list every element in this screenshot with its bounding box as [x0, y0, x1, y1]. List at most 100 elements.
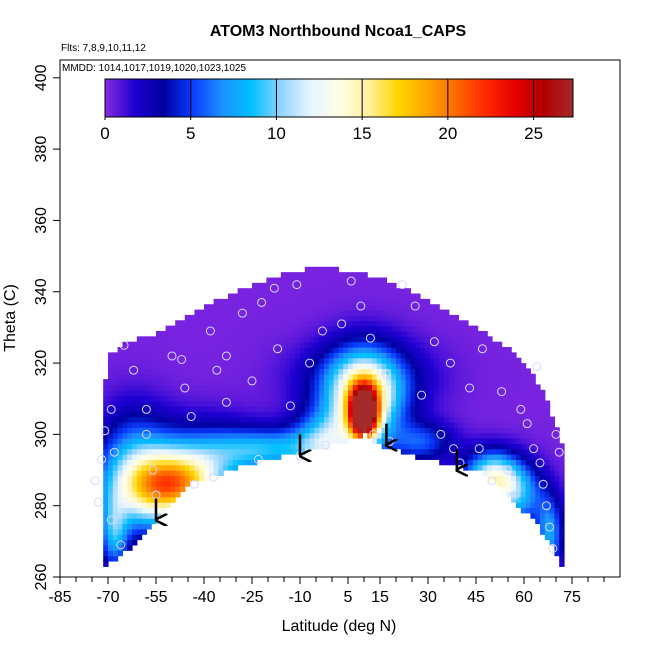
heatmap-cell — [314, 320, 320, 327]
heatmap-cell — [151, 336, 157, 343]
heatmap-cell — [482, 448, 488, 455]
heatmap-cell — [127, 464, 133, 471]
heatmap-cell — [477, 405, 483, 412]
heatmap-cell — [559, 502, 565, 509]
heatmap-cell — [453, 437, 459, 444]
heatmap-cell — [544, 518, 551, 525]
heatmap-cell — [103, 502, 109, 509]
heatmap-cell — [156, 384, 162, 391]
heatmap-cell — [343, 437, 349, 444]
sample-point — [237, 308, 247, 318]
heatmap-cell — [285, 389, 291, 396]
heatmap-cell — [213, 389, 219, 396]
heatmap-cell — [232, 309, 239, 316]
heatmap-cell — [146, 405, 152, 412]
heatmap-cell — [338, 357, 344, 364]
heatmap-cell — [314, 277, 320, 284]
heatmap-cell — [477, 395, 483, 402]
heatmap-cell — [376, 395, 383, 402]
heatmap-cell — [276, 277, 282, 284]
sample-point — [167, 351, 177, 361]
heatmap-cell — [314, 288, 320, 295]
heatmap-cell — [520, 368, 527, 375]
heatmap-cell — [405, 309, 411, 316]
heatmap-cell — [237, 304, 243, 311]
heatmap-cell — [319, 421, 325, 428]
heatmap-cell — [285, 352, 291, 359]
heatmap-cell — [410, 437, 416, 444]
heatmap-cell — [549, 523, 555, 530]
heatmap-cell — [256, 347, 263, 353]
heatmap-cell — [194, 448, 200, 455]
heatmap-cell — [506, 475, 512, 482]
heatmap-cell — [285, 384, 291, 391]
heatmap-cell — [218, 411, 224, 418]
heatmap-cell — [376, 347, 383, 353]
heatmap-cell — [208, 470, 215, 476]
heatmap-cell — [424, 421, 431, 428]
colorbar-segment — [489, 79, 494, 117]
heatmap-cell — [362, 330, 368, 337]
heatmap-cell — [304, 320, 311, 327]
heatmap-cell — [405, 432, 411, 439]
heatmap-cell — [530, 443, 536, 450]
heatmap-cell — [540, 416, 546, 423]
heatmap-cell — [400, 288, 407, 295]
heatmap-cell — [381, 352, 387, 359]
x-tick-label: 5 — [344, 589, 353, 606]
heatmap-cell — [482, 464, 488, 471]
heatmap-cell — [362, 314, 368, 321]
heatmap-cell — [285, 443, 291, 450]
heatmap-cell — [338, 298, 344, 305]
heatmap-cell — [319, 266, 325, 273]
heatmap-cell — [175, 384, 181, 391]
heatmap-cell — [439, 341, 445, 348]
heatmap-cell — [391, 288, 397, 295]
heatmap-cell — [300, 427, 306, 434]
heatmap-cell — [213, 400, 219, 407]
colorbar-segment — [342, 79, 347, 117]
heatmap-cell — [458, 347, 464, 353]
heatmap-cell — [151, 443, 157, 450]
heatmap-cell — [160, 421, 167, 428]
heatmap-cell — [141, 352, 147, 359]
heatmap-cell — [415, 347, 421, 353]
heatmap-cell — [199, 448, 205, 455]
heatmap-cell — [261, 432, 267, 439]
heatmap-cell — [530, 502, 536, 509]
heatmap-cell — [276, 395, 282, 402]
heatmap-cell — [314, 421, 320, 428]
heatmap-cell — [554, 507, 560, 514]
heatmap-cell — [237, 330, 243, 337]
heatmap-cell — [415, 304, 421, 311]
heatmap-cell — [132, 347, 138, 353]
colorbar-segment — [359, 79, 363, 117]
sample-point — [100, 426, 110, 436]
heatmap-cell — [242, 421, 248, 428]
heatmap-cell — [136, 405, 143, 412]
heatmap-cell — [256, 411, 263, 418]
heatmap-cell — [348, 384, 354, 391]
heatmap-cell — [184, 437, 191, 444]
heatmap-cell — [232, 363, 239, 370]
heatmap-cell — [324, 272, 330, 279]
heatmap-cell — [477, 416, 483, 423]
heatmap-cell — [324, 298, 330, 305]
heatmap-cell — [165, 357, 171, 364]
heatmap-cell — [156, 352, 162, 359]
heatmap-cell — [367, 341, 373, 348]
heatmap-cell — [280, 336, 287, 343]
heatmap-cell — [511, 400, 517, 407]
heatmap-cell — [468, 453, 474, 460]
heatmap-cell — [304, 272, 311, 279]
heatmap-cell — [146, 363, 152, 370]
heatmap-cell — [199, 336, 205, 343]
heatmap-cell — [343, 293, 349, 300]
heatmap-cell — [136, 384, 143, 391]
heatmap-cell — [525, 373, 531, 380]
heatmap-cell — [463, 411, 469, 418]
heatmap-cell — [247, 288, 253, 295]
heatmap-cell — [261, 336, 267, 343]
heatmap-cell — [314, 432, 320, 439]
heatmap-cell — [367, 314, 373, 321]
